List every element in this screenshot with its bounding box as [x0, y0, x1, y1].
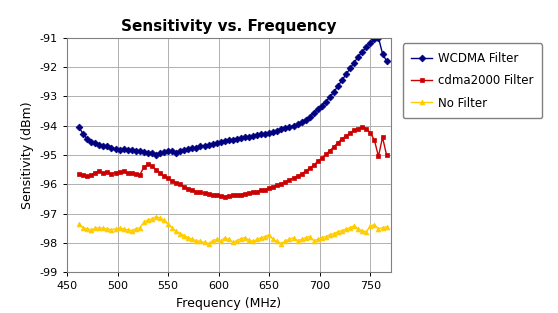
No Filter — [209, 239, 216, 243]
cdma2000 Filter — [136, 173, 143, 177]
X-axis label: Frequency (MHz): Frequency (MHz) — [176, 297, 281, 310]
Y-axis label: Sensitivity (dBm): Sensitivity (dBm) — [21, 101, 34, 209]
No Filter — [383, 225, 390, 229]
WCDMA Filter — [249, 134, 256, 138]
No Filter — [76, 222, 83, 226]
Line: cdma2000 Filter: cdma2000 Filter — [76, 125, 389, 199]
No Filter — [185, 236, 192, 239]
WCDMA Filter — [205, 143, 212, 146]
WCDMA Filter — [383, 59, 390, 63]
WCDMA Filter — [185, 147, 192, 151]
Title: Sensitivity vs. Frequency: Sensitivity vs. Frequency — [121, 18, 336, 33]
cdma2000 Filter — [222, 195, 228, 198]
No Filter — [181, 234, 187, 238]
cdma2000 Filter — [359, 125, 365, 129]
No Filter — [205, 242, 212, 245]
cdma2000 Filter — [201, 191, 208, 195]
WCDMA Filter — [136, 150, 143, 153]
No Filter — [136, 226, 143, 230]
Line: WCDMA Filter: WCDMA Filter — [76, 35, 389, 157]
No Filter — [254, 238, 261, 241]
WCDMA Filter — [76, 125, 83, 129]
cdma2000 Filter — [249, 191, 256, 194]
cdma2000 Filter — [177, 182, 184, 186]
WCDMA Filter — [152, 153, 159, 157]
cdma2000 Filter — [76, 172, 83, 176]
cdma2000 Filter — [181, 185, 187, 188]
cdma2000 Filter — [209, 193, 216, 197]
cdma2000 Filter — [383, 153, 390, 157]
Legend: WCDMA Filter, cdma2000 Filter, No Filter: WCDMA Filter, cdma2000 Filter, No Filter — [403, 44, 542, 118]
Line: No Filter: No Filter — [76, 214, 389, 246]
WCDMA Filter — [375, 36, 382, 39]
No Filter — [217, 240, 224, 244]
No Filter — [152, 215, 159, 218]
WCDMA Filter — [213, 141, 220, 145]
WCDMA Filter — [181, 148, 187, 151]
